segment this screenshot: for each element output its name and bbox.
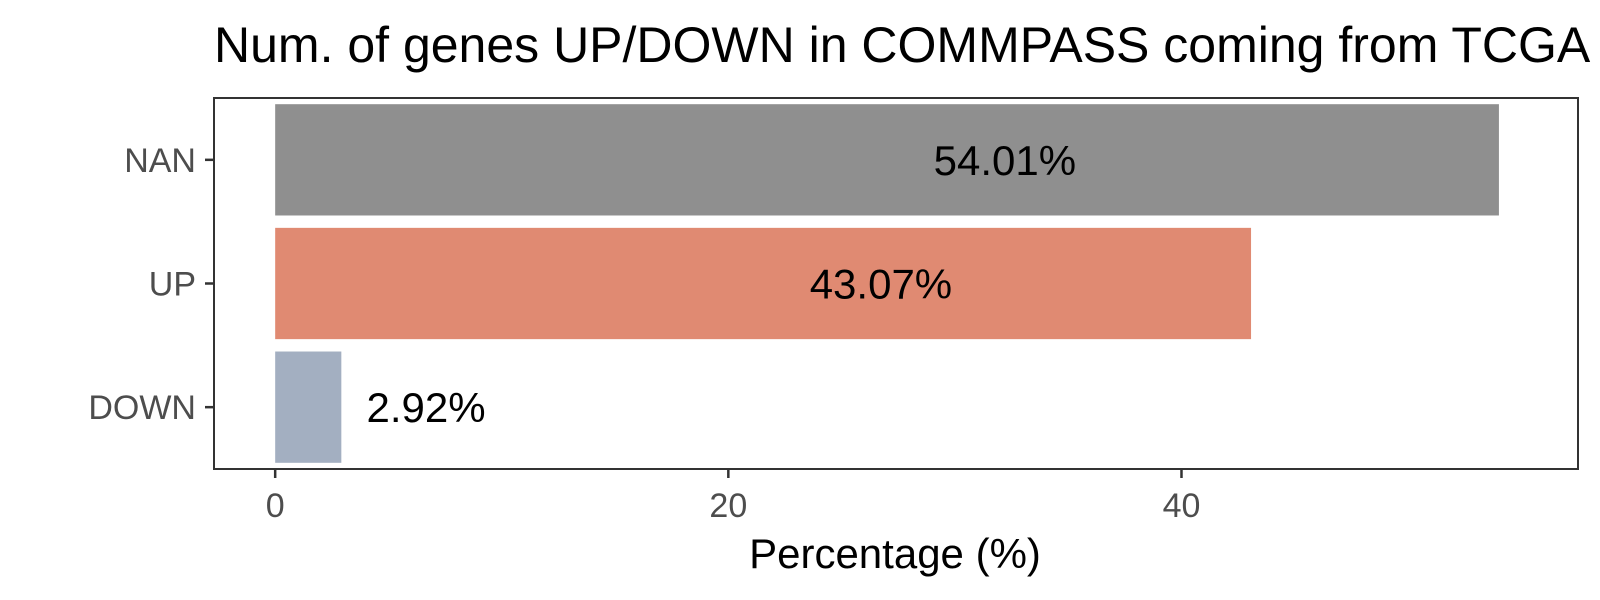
data-label-up: 43.07% [810, 261, 952, 308]
y-tick-label-nan: NAN [124, 142, 196, 180]
data-label-nan: 54.01% [934, 137, 1076, 184]
x-tick-label-40: 40 [1163, 487, 1201, 525]
bar-nan [275, 104, 1499, 216]
chart-title: Num. of genes UP/DOWN in COMMPASS coming… [214, 17, 1591, 73]
x-axis-title: Percentage (%) [749, 530, 1041, 577]
y-tick-label-up: UP [149, 266, 196, 304]
x-axis: 0 20 40 [266, 469, 1201, 525]
y-tick-label-down: DOWN [88, 389, 196, 427]
bar-up [275, 227, 1252, 340]
bars-layer [275, 104, 1499, 463]
bar-down [275, 351, 342, 463]
y-axis: NAN UP DOWN [88, 142, 214, 427]
x-tick-label-20: 20 [709, 487, 747, 525]
data-labels-layer: 54.01% 43.07% 2.92% [367, 137, 1077, 431]
data-label-down: 2.92% [367, 384, 486, 431]
x-tick-label-0: 0 [266, 487, 285, 525]
